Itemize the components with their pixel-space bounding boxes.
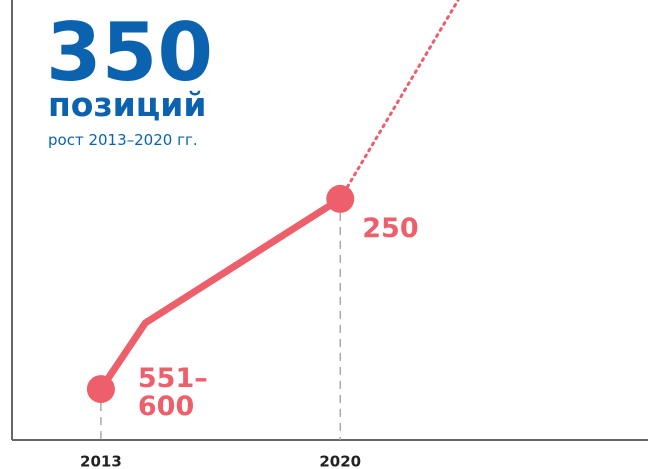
x-tick-label: 2020 <box>319 453 361 469</box>
value-label: 250 <box>362 212 419 244</box>
point <box>326 184 355 213</box>
point <box>86 375 115 404</box>
value-label: 551–600 <box>137 363 208 423</box>
headline-note: рост 2013–2020 гг. <box>48 131 198 149</box>
x-tick-label: 2013 <box>80 453 122 469</box>
headline-number: 350 <box>46 6 213 99</box>
projection <box>338 0 460 201</box>
series-line <box>97 195 344 393</box>
headline-unit: позиций <box>48 85 206 124</box>
